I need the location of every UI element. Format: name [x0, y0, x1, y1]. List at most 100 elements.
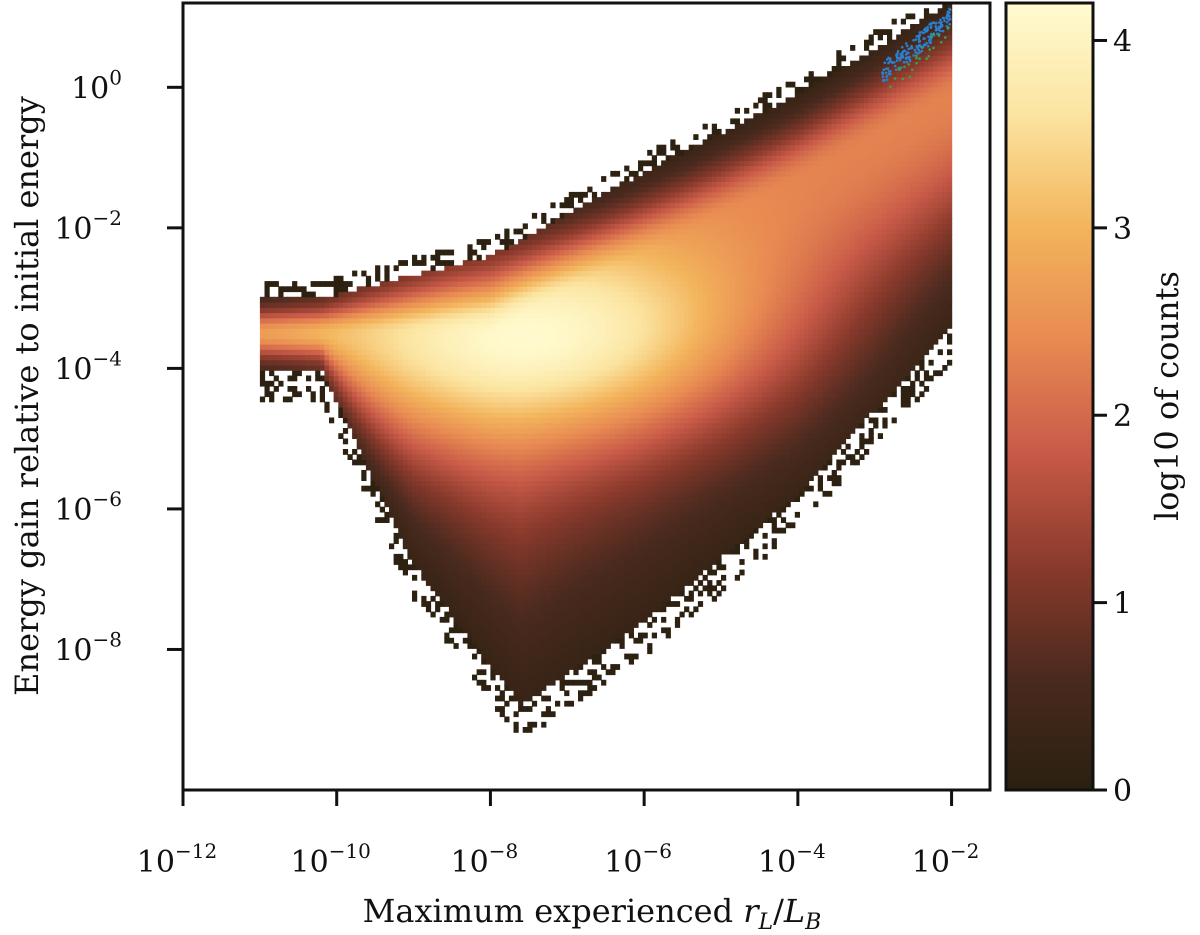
- heatmap-cell: [287, 349, 293, 356]
- heatmap-cell: [550, 449, 556, 455]
- heatmap-cell: [264, 365, 270, 371]
- heatmap-cell: [508, 695, 515, 702]
- heatmap-cell: [338, 370, 344, 377]
- heatmap-cell: [550, 433, 556, 439]
- heatmap-cell: [536, 637, 542, 644]
- heatmap-cell: [550, 611, 556, 618]
- heatmap-cell: [458, 543, 464, 550]
- heatmap-cell: [462, 386, 468, 392]
- heatmap-cell: [393, 480, 399, 487]
- heatmap-cell: [485, 611, 491, 618]
- heatmap-cell: [467, 496, 473, 502]
- heatmap-cell: [559, 459, 565, 466]
- heatmap-cell: [347, 291, 353, 298]
- heatmap-cell: [550, 669, 556, 676]
- heatmap-cell: [508, 338, 515, 345]
- heatmap-cell: [315, 365, 321, 371]
- heatmap-cell: [536, 532, 542, 539]
- heatmap-cell: [508, 522, 515, 529]
- heatmap-cell: [444, 286, 450, 293]
- heatmap-cell: [485, 496, 491, 502]
- heatmap-cell: [628, 490, 634, 497]
- heatmap-cell: [582, 218, 588, 224]
- heatmap-cell: [564, 296, 570, 303]
- heatmap-cell: [476, 522, 482, 529]
- heatmap-cell: [614, 302, 621, 308]
- heatmap-cell: [633, 564, 639, 571]
- heatmap-cell: [624, 239, 630, 245]
- heatmap-cell: [541, 218, 547, 224]
- heatmap-cell: [292, 344, 298, 350]
- heatmap-cell: [624, 386, 630, 392]
- heatmap-cell: [596, 386, 602, 392]
- heatmap-cell: [550, 438, 556, 445]
- heatmap-cell: [430, 270, 436, 277]
- heatmap-cell: [536, 438, 542, 445]
- heatmap-cell: [444, 485, 450, 492]
- heatmap-cell: [315, 338, 321, 345]
- heatmap-cell: [522, 275, 528, 282]
- heatmap-cell: [439, 380, 445, 387]
- heatmap-cell: [453, 616, 459, 623]
- heatmap-cell: [462, 506, 468, 513]
- heatmap-cell: [379, 464, 385, 471]
- heatmap-cell: [545, 302, 551, 308]
- heatmap-cell: [352, 328, 358, 335]
- heatmap-cell: [582, 485, 588, 492]
- heatmap-cell: [462, 323, 468, 329]
- heatmap-cell: [550, 291, 556, 298]
- heatmap-cell: [564, 270, 570, 277]
- heatmap-cell: [472, 627, 478, 634]
- heatmap-cell: [402, 291, 408, 298]
- heatmap-cell: [421, 296, 427, 303]
- heatmap-cell: [628, 307, 634, 314]
- heatmap-cell: [578, 254, 584, 261]
- heatmap-cell: [352, 433, 358, 439]
- heatmap-cell: [582, 244, 588, 251]
- heatmap-cell: [522, 223, 528, 230]
- heatmap-cell: [504, 338, 510, 345]
- heatmap-cell: [384, 464, 390, 471]
- heatmap-cell: [527, 286, 533, 293]
- heatmap-cell: [559, 574, 565, 581]
- heatmap-cell: [513, 559, 519, 565]
- heatmap-cell: [518, 370, 524, 377]
- heatmap-cell: [481, 265, 487, 272]
- heatmap-cell: [453, 422, 459, 429]
- heatmap-cell: [633, 538, 639, 544]
- heatmap-cell: [375, 380, 381, 387]
- heatmap-cell: [536, 643, 542, 649]
- heatmap-cell: [476, 643, 482, 649]
- heatmap-cell: [370, 391, 376, 398]
- heatmap-cell: [269, 365, 275, 371]
- heatmap-cell: [573, 464, 579, 471]
- heatmap-cell: [550, 548, 556, 555]
- heatmap-cell: [412, 527, 418, 534]
- heatmap-cell: [582, 260, 588, 266]
- heatmap-cell: [329, 317, 335, 324]
- heatmap-cell: [605, 632, 611, 639]
- heatmap-cell: [518, 511, 524, 518]
- heatmap-cell: [508, 380, 515, 387]
- heatmap-cell: [453, 643, 459, 649]
- heatmap-cell: [513, 590, 519, 597]
- heatmap-cell: [467, 370, 473, 377]
- heatmap-cell: [568, 475, 574, 481]
- heatmap-cell: [425, 470, 432, 476]
- heatmap-cell: [472, 349, 478, 356]
- heatmap-cell: [601, 270, 607, 277]
- heatmap-cell: [467, 580, 473, 586]
- heatmap-cell: [412, 532, 418, 539]
- heatmap-cell: [306, 291, 312, 298]
- heatmap-cell: [614, 218, 621, 224]
- heatmap-cell: [573, 281, 579, 287]
- heatmap-cell: [578, 653, 584, 660]
- heatmap-cell: [453, 391, 459, 398]
- heatmap-cell: [495, 653, 501, 660]
- heatmap-cell: [531, 559, 538, 565]
- heatmap-cell: [412, 349, 418, 356]
- heatmap-cell: [472, 464, 478, 471]
- heatmap-cell: [513, 265, 519, 272]
- heatmap-cell: [522, 349, 528, 356]
- heatmap-cell: [582, 532, 588, 539]
